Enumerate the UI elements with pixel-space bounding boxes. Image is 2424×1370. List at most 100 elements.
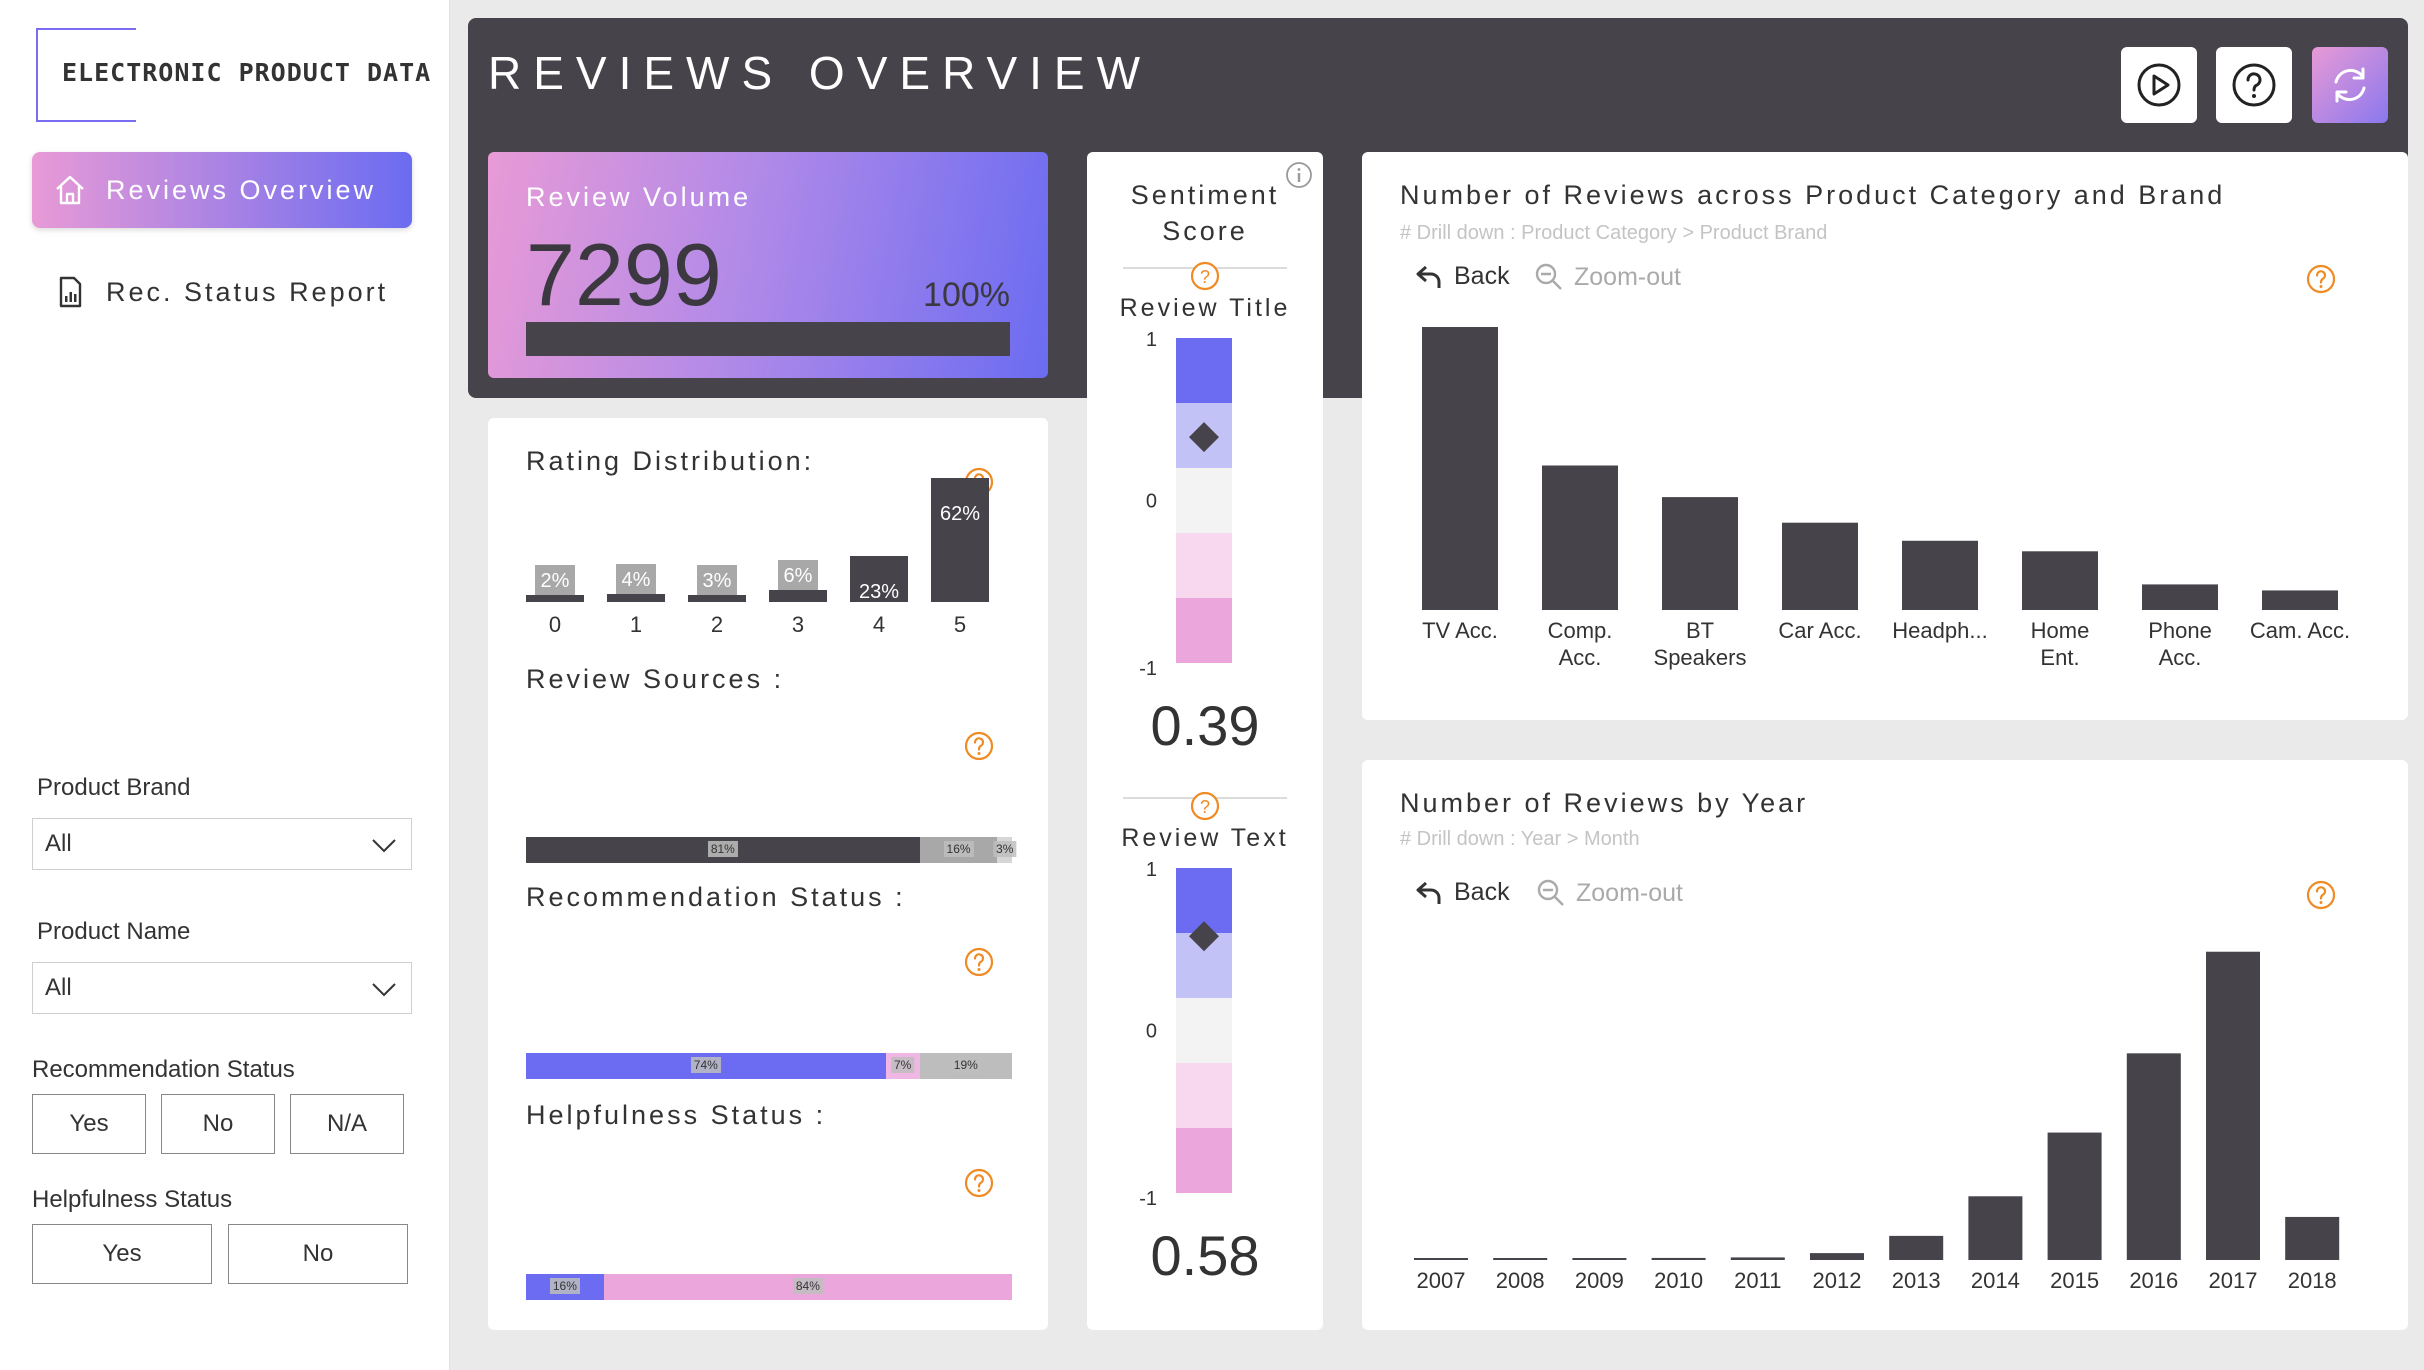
- year-bar[interactable]: [1414, 1258, 1468, 1260]
- rating-category-label: 5: [954, 612, 966, 637]
- help-icon: [2232, 63, 2276, 107]
- year-bar[interactable]: [2285, 1216, 2340, 1260]
- year-bar[interactable]: [1889, 1235, 1944, 1260]
- help-button[interactable]: [2216, 47, 2292, 123]
- year-tick-label: 2013: [1892, 1268, 1941, 1293]
- rating-label-box: [535, 565, 575, 595]
- rating-bar[interactable]: [526, 595, 584, 602]
- category-bar[interactable]: [1422, 327, 1498, 610]
- rec-na-button[interactable]: N/A: [290, 1094, 404, 1154]
- stacked-segment[interactable]: 7%: [885, 1053, 920, 1079]
- chevron-down-icon: [372, 983, 396, 997]
- help-yes-button[interactable]: Yes: [32, 1224, 212, 1284]
- rec-no-button[interactable]: No: [161, 1094, 275, 1154]
- help-icon[interactable]: [963, 1167, 995, 1199]
- category-tick-label: Car Acc.: [1778, 618, 1861, 643]
- category-bar[interactable]: [1902, 540, 1978, 610]
- zoom-out-icon: [1537, 879, 1564, 906]
- segment-label: 84%: [792, 1278, 823, 1294]
- year-bar[interactable]: [2126, 1053, 2181, 1260]
- rating-bar[interactable]: [607, 594, 665, 602]
- product-name-label: Product Name: [37, 918, 191, 945]
- year-tick-label: 2009: [1575, 1268, 1624, 1293]
- review-text-gauge: ? Review Text 1 0 -1 0.58: [1121, 791, 1287, 1287]
- help-icon[interactable]: [963, 730, 995, 762]
- rec-yes-button[interactable]: Yes: [32, 1094, 146, 1154]
- gauge-value: 0.39: [1151, 694, 1260, 757]
- help-icon[interactable]: [2305, 879, 2337, 911]
- stacked-segment[interactable]: 74%: [526, 1053, 886, 1079]
- year-tick-label: 2012: [1813, 1268, 1862, 1293]
- gauge-band: [1176, 468, 1232, 533]
- segment-label: 16%: [549, 1278, 580, 1294]
- helpfulness-status-label: Helpfulness Status: [32, 1186, 233, 1213]
- category-bar[interactable]: [1662, 497, 1738, 610]
- product-name-dropdown[interactable]: All: [32, 962, 412, 1014]
- year-bar[interactable]: [2047, 1132, 2102, 1260]
- year-bar[interactable]: [1572, 1258, 1627, 1260]
- play-button[interactable]: [2121, 47, 2197, 123]
- refresh-button[interactable]: [2312, 47, 2388, 123]
- nav-rec-status-report[interactable]: Rec. Status Report: [32, 254, 412, 330]
- rating-bar[interactable]: [931, 478, 989, 602]
- review-title-gauge: ? Review Title 1 0 -1 0.39: [1120, 261, 1291, 757]
- nav-reviews-overview[interactable]: Reviews Overview: [32, 152, 412, 228]
- stacked-segment[interactable]: 16%: [526, 1274, 604, 1300]
- year-back-button[interactable]: Back: [1414, 878, 1510, 907]
- helpfulness-status-bar: 16% 84%: [526, 1274, 1012, 1300]
- chevron-down-icon: [372, 839, 396, 853]
- sentiment-title-line1: Sentiment: [1130, 180, 1280, 210]
- category-zoom-out-button[interactable]: Zoom-out: [1534, 262, 1681, 292]
- gauge-mid-label: 0: [1146, 491, 1157, 513]
- category-tick-label: Home: [2031, 618, 2090, 643]
- back-arrow-icon: [1416, 881, 1441, 904]
- help-icon[interactable]: [1190, 261, 1220, 291]
- help-icon-glyph: ?: [1200, 267, 1210, 287]
- rating-bar-label: 62%: [940, 503, 980, 525]
- category-back-button[interactable]: Back: [1414, 262, 1510, 291]
- zoom-out-icon: [1535, 263, 1562, 290]
- gauge-marker: [1189, 422, 1219, 453]
- help-no-button[interactable]: No: [228, 1224, 408, 1284]
- year-tick-label: 2016: [2129, 1268, 2178, 1293]
- rating-bar[interactable]: [769, 590, 827, 602]
- year-tick-label: 2017: [2209, 1268, 2258, 1293]
- info-icon[interactable]: [1284, 160, 1314, 190]
- gauge-band: [1176, 1063, 1232, 1128]
- product-brand-dropdown[interactable]: All: [32, 818, 412, 870]
- help-icon[interactable]: [1190, 791, 1220, 821]
- stacked-segment[interactable]: 84%: [603, 1274, 1012, 1300]
- review-volume-progress-bar: [526, 322, 1010, 356]
- year-bar[interactable]: [1493, 1258, 1548, 1260]
- help-icon[interactable]: [2305, 263, 2337, 295]
- category-bar[interactable]: [2142, 584, 2218, 610]
- stacked-segment[interactable]: 3%: [993, 837, 1017, 863]
- category-chart-card: [1362, 152, 2408, 720]
- stacked-segment[interactable]: 81%: [526, 837, 920, 863]
- stacked-segment[interactable]: 19%: [919, 1053, 1012, 1079]
- help-icon[interactable]: [963, 946, 995, 978]
- category-tick-label: Acc.: [1559, 645, 1602, 670]
- year-bar[interactable]: [2206, 951, 2260, 1260]
- rating-bar[interactable]: [850, 556, 908, 602]
- gauge-band: [1176, 998, 1232, 1063]
- category-bar[interactable]: [1542, 465, 1618, 610]
- category-bar[interactable]: [2022, 551, 2098, 610]
- category-tick-label: Comp.: [1548, 618, 1613, 643]
- stacked-segment[interactable]: 16%: [919, 837, 998, 863]
- rating-bar-label: 6%: [784, 565, 813, 587]
- sidebar: ELECTRONIC PRODUCT DATA Reviews Overview…: [0, 0, 450, 1370]
- category-bar[interactable]: [1782, 522, 1858, 610]
- year-bar[interactable]: [1810, 1253, 1864, 1260]
- category-bar[interactable]: [2262, 590, 2338, 610]
- recommendation-status-label: Recommendation Status: [32, 1056, 295, 1083]
- gauge-label: Review Title: [1120, 294, 1291, 322]
- gauge-max-label: 1: [1146, 859, 1157, 881]
- rating-bar[interactable]: [688, 595, 746, 602]
- year-bar[interactable]: [1651, 1257, 1706, 1260]
- category-tick-label: Acc.: [2159, 645, 2202, 670]
- year-bar[interactable]: [1968, 1196, 2023, 1260]
- year-bar[interactable]: [1730, 1257, 1785, 1260]
- rating-bar-label: 23%: [859, 581, 899, 603]
- year-zoom-out-button[interactable]: Zoom-out: [1536, 878, 1683, 908]
